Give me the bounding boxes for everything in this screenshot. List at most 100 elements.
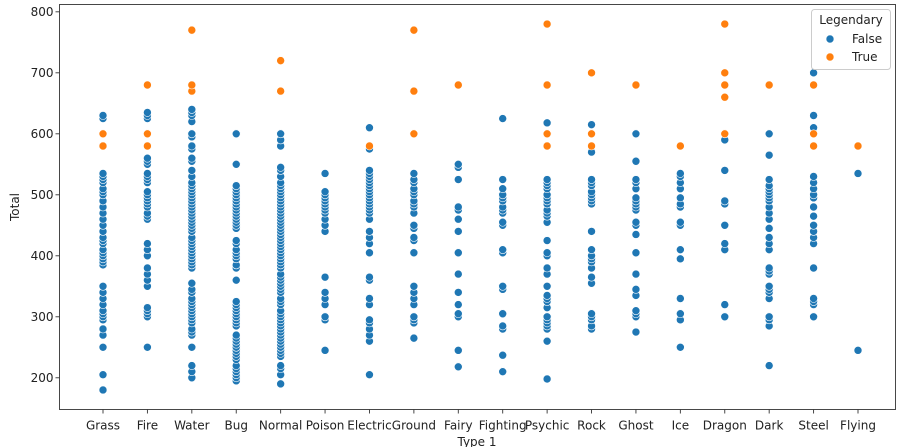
point-true-dragon bbox=[720, 19, 730, 29]
point-false-steel bbox=[809, 68, 818, 78]
point-false-fighting bbox=[498, 309, 508, 319]
point-false-ghost bbox=[631, 285, 641, 294]
point-true-grass bbox=[98, 141, 108, 151]
point-false-ghost bbox=[631, 129, 641, 139]
point-false-psychic bbox=[542, 291, 552, 300]
point-false-poison bbox=[320, 312, 330, 322]
point-false-fairy bbox=[453, 214, 463, 224]
point-true-steel bbox=[809, 129, 818, 139]
point-true-fire bbox=[143, 129, 152, 139]
point-false-fighting bbox=[498, 114, 508, 123]
point-false-psychic bbox=[542, 118, 552, 128]
point-false-poison bbox=[320, 169, 330, 178]
point-false-fighting bbox=[498, 350, 508, 360]
point-false-ground bbox=[409, 281, 419, 291]
point-false-grass bbox=[98, 281, 108, 291]
y-tick-label: 500 bbox=[31, 188, 54, 202]
point-false-fighting bbox=[498, 367, 508, 376]
point-false-rock bbox=[587, 309, 596, 319]
x-tick-label-grass: Grass bbox=[86, 419, 120, 433]
point-false-poison bbox=[320, 346, 330, 355]
point-false-dark bbox=[764, 175, 774, 184]
x-tick-label-dark: Dark bbox=[755, 419, 784, 433]
point-false-water bbox=[187, 129, 197, 139]
legend-title: Legendary bbox=[819, 13, 882, 27]
data-points bbox=[98, 19, 863, 395]
point-false-flying bbox=[853, 346, 863, 355]
point-false-grass bbox=[98, 324, 108, 334]
point-false-fighting bbox=[498, 217, 508, 227]
point-false-fire bbox=[143, 187, 152, 197]
point-false-ghost bbox=[631, 175, 641, 184]
point-true-dragon bbox=[720, 92, 730, 102]
point-false-fire bbox=[143, 303, 152, 312]
x-tick-label-psychic: Psychic bbox=[525, 419, 570, 433]
point-false-water bbox=[187, 105, 197, 114]
point-true-dark bbox=[764, 80, 774, 90]
point-true-dragon bbox=[720, 68, 730, 78]
point-false-bug bbox=[231, 297, 241, 306]
point-false-steel bbox=[809, 220, 818, 230]
x-tick-label-bug: Bug bbox=[225, 419, 248, 433]
point-false-flying bbox=[853, 169, 863, 178]
point-true-grass bbox=[98, 129, 108, 139]
point-false-ice bbox=[676, 169, 685, 178]
point-false-fire bbox=[143, 342, 152, 352]
point-true-flying bbox=[853, 141, 863, 151]
point-false-psychic bbox=[542, 336, 552, 346]
point-false-fairy bbox=[453, 248, 463, 258]
point-false-fire bbox=[143, 239, 152, 248]
point-false-ground bbox=[409, 248, 419, 258]
point-true-psychic bbox=[542, 80, 552, 90]
y-tick-label: 200 bbox=[31, 371, 54, 385]
point-false-electric bbox=[365, 315, 374, 325]
point-false-electric bbox=[365, 294, 374, 303]
x-tick-label-water: Water bbox=[174, 419, 210, 433]
x-tick-label-ghost: Ghost bbox=[618, 419, 653, 433]
point-false-fighting bbox=[498, 175, 508, 184]
y-tick-label: 800 bbox=[31, 5, 54, 19]
point-false-bug bbox=[231, 129, 241, 139]
point-true-rock bbox=[587, 129, 596, 139]
x-axis-label: Type 1 bbox=[456, 435, 496, 447]
point-false-bug bbox=[231, 330, 241, 340]
point-false-ground bbox=[409, 333, 419, 343]
point-false-rock bbox=[587, 227, 596, 236]
point-false-bug bbox=[231, 275, 241, 285]
point-false-psychic bbox=[542, 175, 552, 184]
point-false-bug bbox=[231, 181, 241, 190]
point-true-water bbox=[187, 25, 197, 35]
x-tick-label-flying: Flying bbox=[840, 419, 876, 433]
point-false-ice bbox=[676, 309, 685, 319]
point-false-dragon bbox=[720, 239, 730, 248]
point-false-ghost bbox=[631, 193, 641, 203]
point-false-rock bbox=[587, 175, 596, 184]
point-false-steel bbox=[809, 211, 818, 221]
point-false-fairy bbox=[453, 362, 463, 372]
point-false-fairy bbox=[453, 269, 463, 279]
y-axis: 200 300 400 500 600 700 800 bbox=[31, 5, 60, 385]
point-true-ground bbox=[409, 86, 419, 96]
point-false-fighting bbox=[498, 321, 508, 331]
x-tick-label-poison: Poison bbox=[306, 419, 345, 433]
point-true-steel bbox=[809, 80, 818, 90]
point-false-fairy bbox=[453, 346, 463, 355]
point-true-dragon bbox=[720, 80, 730, 90]
point-false-fire bbox=[143, 169, 152, 178]
y-axis-label: Total bbox=[8, 193, 22, 222]
point-false-dark bbox=[764, 224, 774, 233]
point-false-electric bbox=[365, 166, 374, 175]
x-tick-label-normal: Normal bbox=[259, 419, 302, 433]
legend-marker-false bbox=[825, 34, 835, 44]
point-true-fire bbox=[143, 141, 152, 151]
point-true-steel bbox=[809, 141, 818, 151]
x-tick-label-fairy: Fairy bbox=[444, 419, 473, 433]
point-true-ground bbox=[409, 129, 419, 139]
point-false-ghost bbox=[631, 269, 641, 279]
point-false-bug bbox=[231, 236, 241, 245]
point-false-fairy bbox=[453, 227, 463, 236]
x-tick-label-ground: Ground bbox=[392, 419, 436, 433]
x-tick-label-rock: Rock bbox=[577, 419, 606, 433]
point-true-psychic bbox=[542, 129, 552, 139]
point-false-poison bbox=[320, 187, 330, 197]
